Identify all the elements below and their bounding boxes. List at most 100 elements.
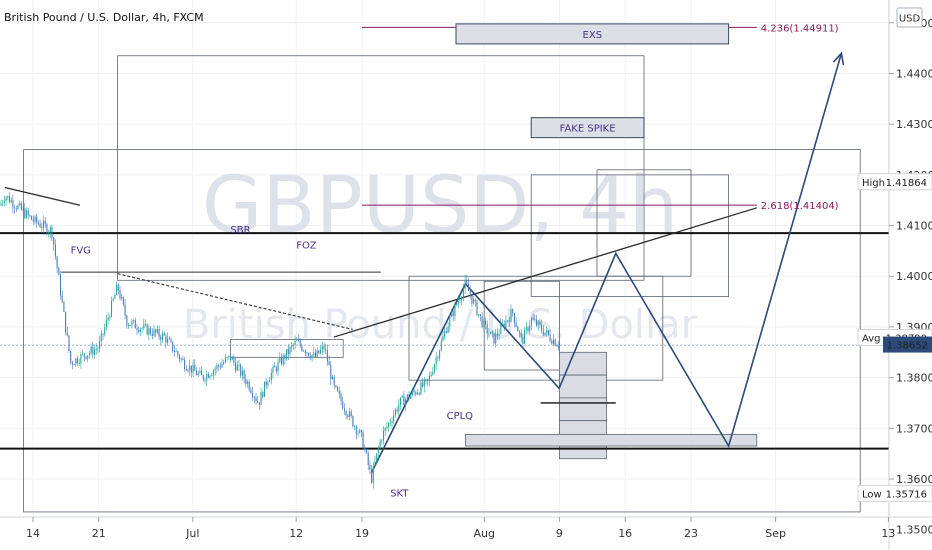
candle-body xyxy=(464,279,466,289)
candle-body xyxy=(493,332,495,344)
candle-body xyxy=(478,314,480,316)
candle-body xyxy=(143,324,145,329)
candle-body xyxy=(126,315,128,326)
candle-body xyxy=(541,324,543,331)
candle-body xyxy=(185,368,187,371)
candle-body xyxy=(554,339,556,346)
candle-body xyxy=(190,365,192,373)
candle-body xyxy=(379,440,381,448)
y-tick-label: 1.44000 xyxy=(896,67,932,80)
candle-body xyxy=(246,381,249,384)
candle-body xyxy=(365,449,368,454)
candle-body xyxy=(170,339,172,342)
candle-body xyxy=(14,207,16,209)
candle-body xyxy=(178,355,181,360)
candle-body xyxy=(136,328,138,331)
candle-body xyxy=(449,316,451,327)
candle-body xyxy=(491,331,493,333)
candle-body xyxy=(56,256,58,269)
candle-body xyxy=(357,432,359,434)
candle-body xyxy=(471,295,473,304)
candle-body xyxy=(85,356,87,359)
candle-body xyxy=(469,290,471,296)
candle-body xyxy=(316,350,318,357)
candle-body xyxy=(228,355,230,358)
zone-box xyxy=(455,23,730,45)
candle-body xyxy=(391,421,393,423)
currency-button[interactable]: USD xyxy=(896,7,923,28)
candle-body xyxy=(46,224,48,234)
candle-body xyxy=(124,304,126,316)
candle-body xyxy=(107,317,109,320)
candle-body xyxy=(486,324,488,334)
candle-body xyxy=(473,299,475,304)
candle-body xyxy=(381,440,383,442)
candle-body xyxy=(547,330,549,335)
candle-body xyxy=(406,394,408,399)
x-tick-labels: 14 21 Jul 12 19 Aug 9 16 23 Sep 13 xyxy=(26,517,895,540)
candle-body xyxy=(163,333,165,336)
candle-body xyxy=(10,200,12,203)
drawn-box xyxy=(596,169,692,277)
candle-body xyxy=(17,205,19,209)
candle-body xyxy=(291,345,293,348)
candle-body xyxy=(8,196,11,203)
candle-body xyxy=(556,345,558,347)
price-badge-low: Low 1.35716 xyxy=(857,484,932,502)
drawn-box xyxy=(117,55,645,281)
candle-body xyxy=(173,350,175,352)
badge-label: Avg xyxy=(862,334,881,345)
x-tick-label: 14 xyxy=(26,527,40,540)
grid xyxy=(0,0,889,531)
candle-body xyxy=(501,323,504,325)
price-badge-high: High 1.41864 xyxy=(857,173,932,191)
candle-body xyxy=(241,370,243,376)
candle-body xyxy=(490,331,492,335)
candle-body xyxy=(112,298,114,301)
candle-body xyxy=(161,333,164,340)
candle-body xyxy=(350,411,352,417)
candle-body xyxy=(530,318,532,326)
candle-body xyxy=(428,375,430,381)
candle-body xyxy=(331,376,334,380)
candle-body xyxy=(110,300,113,317)
candle-body xyxy=(248,381,250,390)
candle-body xyxy=(95,349,97,350)
candle-body xyxy=(236,365,238,371)
candle-body xyxy=(467,283,470,291)
candle-body xyxy=(301,345,303,351)
candle-body xyxy=(22,208,24,210)
candle-body xyxy=(309,355,311,359)
candle-body xyxy=(269,380,271,383)
candle-body xyxy=(282,355,284,365)
candle-body xyxy=(384,427,386,432)
candle-body xyxy=(311,354,313,359)
candle-body xyxy=(386,426,388,428)
candle-body xyxy=(54,244,56,257)
candle-body xyxy=(466,279,468,284)
candle-body xyxy=(76,358,79,364)
candle-body xyxy=(37,222,39,224)
candle-body xyxy=(39,223,41,228)
candle-body xyxy=(539,321,541,325)
fib-label: 2.618(1.41404) xyxy=(761,201,839,212)
candle-body xyxy=(238,364,240,366)
candle-body xyxy=(398,404,400,412)
candle-body xyxy=(537,321,539,326)
candle-body xyxy=(229,355,232,360)
candle-body xyxy=(156,329,158,333)
candle-body xyxy=(99,341,101,349)
candle-body xyxy=(275,367,277,372)
candle-body xyxy=(527,327,529,332)
candle-body xyxy=(524,329,526,344)
liquidity-block xyxy=(559,374,607,399)
candle-body xyxy=(92,346,94,355)
candle-body xyxy=(214,368,216,371)
candle-body xyxy=(328,361,330,366)
candle-body xyxy=(167,338,169,343)
badge-value: 1.41864 xyxy=(886,178,927,189)
